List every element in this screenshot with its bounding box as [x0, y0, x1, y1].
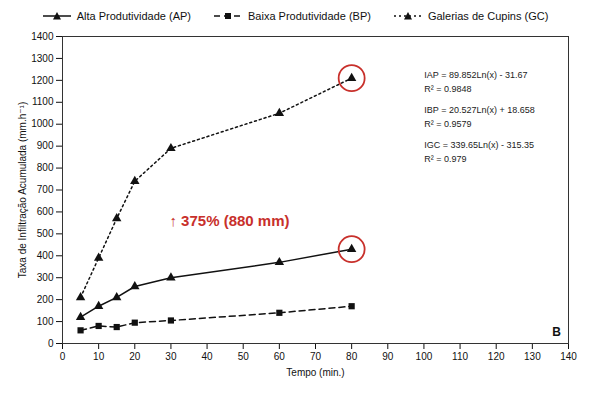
svg-text:IAP = 89.852Ln(x) - 31.67: IAP = 89.852Ln(x) - 31.67 — [424, 70, 527, 80]
svg-text:100: 100 — [416, 351, 433, 362]
svg-text:R² = 0.9848: R² = 0.9848 — [424, 84, 471, 94]
svg-text:120: 120 — [488, 351, 505, 362]
svg-text:900: 900 — [37, 140, 54, 151]
svg-text:IBP = 20.527Ln(x) + 18.658: IBP = 20.527Ln(x) + 18.658 — [424, 105, 534, 115]
svg-text:50: 50 — [238, 351, 250, 362]
svg-text:80: 80 — [346, 351, 358, 362]
svg-text:R² = 0.9579: R² = 0.9579 — [424, 119, 471, 129]
svg-text:90: 90 — [382, 351, 394, 362]
svg-text:60: 60 — [274, 351, 286, 362]
svg-text:100: 100 — [37, 316, 54, 327]
svg-text:30: 30 — [165, 351, 177, 362]
svg-text:70: 70 — [310, 351, 322, 362]
svg-text:0: 0 — [48, 338, 54, 349]
svg-text:130: 130 — [524, 351, 541, 362]
svg-text:20: 20 — [129, 351, 141, 362]
svg-text:110: 110 — [452, 351, 468, 362]
svg-text:Taxa de Infiltração Acumulada: Taxa de Infiltração Acumulada (mm.h⁻¹) — [17, 102, 28, 278]
svg-text:140: 140 — [560, 351, 577, 362]
svg-text:600: 600 — [37, 206, 54, 217]
svg-text:IGC = 339.65Ln(x) - 315.35: IGC = 339.65Ln(x) - 315.35 — [424, 140, 534, 150]
svg-text:200: 200 — [37, 294, 54, 305]
svg-text:700: 700 — [37, 184, 54, 195]
svg-text:1400: 1400 — [31, 31, 54, 42]
html-text:Galerias de Cupins (GC): Galerias de Cupins (GC) — [427, 10, 549, 22]
html-text:Alta Produtividade (AP): Alta Produtividade (AP) — [76, 10, 191, 22]
svg-text:800: 800 — [37, 162, 54, 173]
html-text:Baixa Produtividade (BP): Baixa Produtividade (BP) — [248, 10, 371, 22]
svg-text:1300: 1300 — [31, 53, 54, 64]
svg-text:0: 0 — [60, 351, 66, 362]
svg-text:1100: 1100 — [32, 96, 54, 107]
svg-text:1200: 1200 — [31, 75, 54, 86]
svg-text:500: 500 — [37, 228, 54, 239]
svg-text:↑ 375% (880 mm): ↑ 375% (880 mm) — [169, 212, 289, 229]
svg-text:R² = 0.979: R² = 0.979 — [424, 154, 466, 164]
svg-text:Tempo (min.): Tempo (min.) — [286, 367, 344, 378]
svg-text:400: 400 — [37, 250, 54, 261]
svg-text:10: 10 — [93, 351, 105, 362]
svg-text:40: 40 — [202, 351, 214, 362]
svg-text:300: 300 — [37, 272, 54, 283]
svg-text:B: B — [552, 325, 561, 339]
svg-text:1000: 1000 — [31, 118, 54, 129]
